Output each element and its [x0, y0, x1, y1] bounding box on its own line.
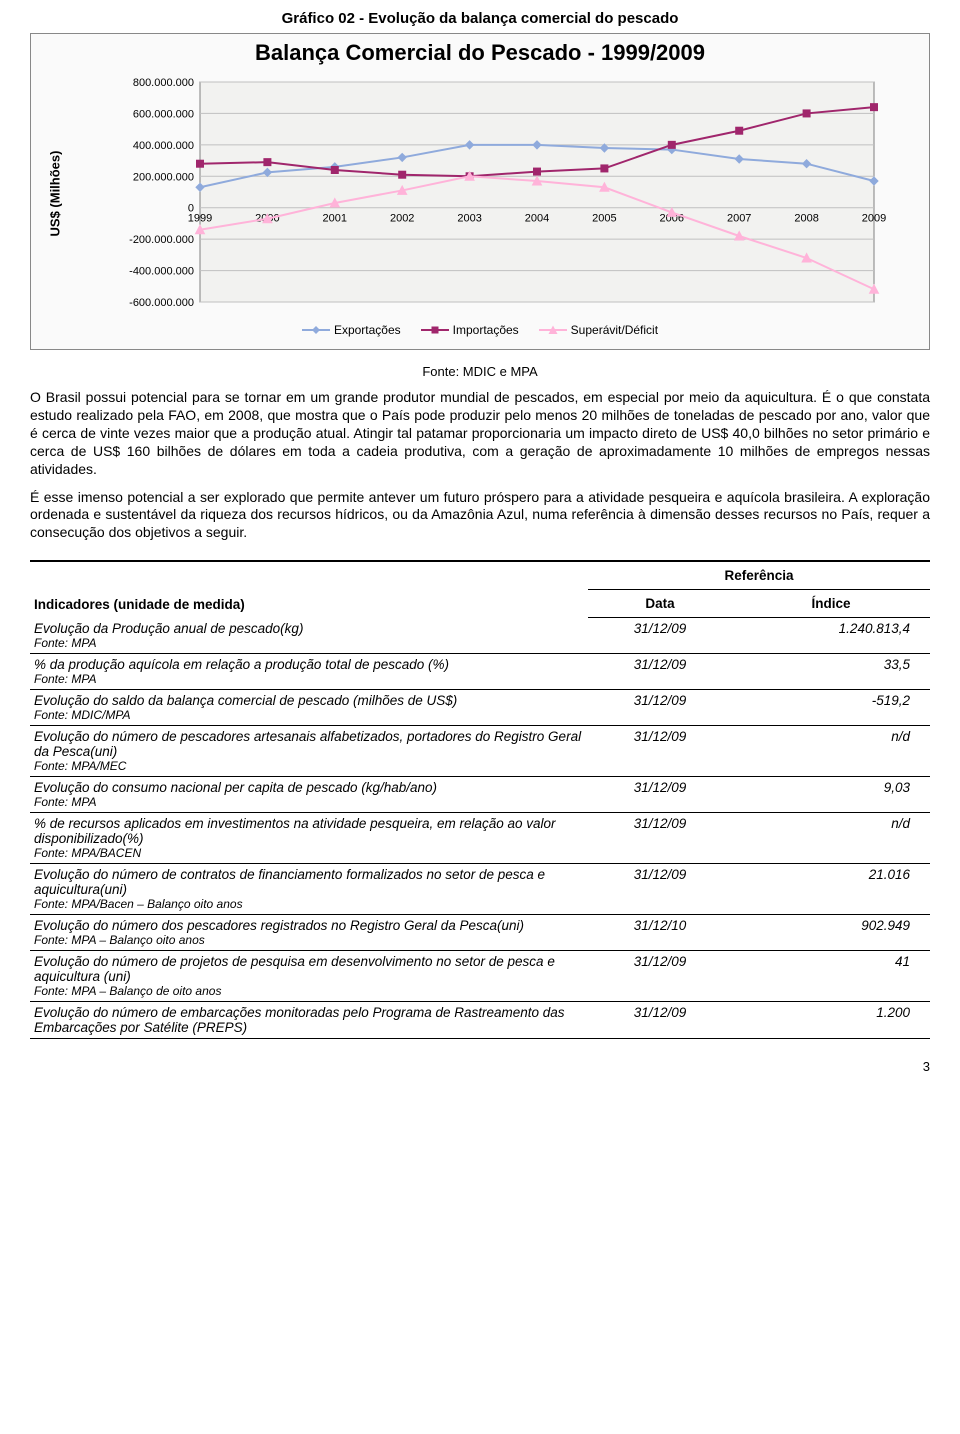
cell-desc: Evolução do número de contratos de finan…	[30, 863, 588, 914]
cell-index: 21.016	[732, 863, 930, 914]
table-row: Evolução do número de embarcações monito…	[30, 1001, 930, 1038]
cell-date: 31/12/09	[588, 653, 732, 689]
legend-item-superavit: Superávit/Déficit	[539, 323, 658, 337]
svg-text:2005: 2005	[592, 213, 616, 225]
chart-ylabel: US$ (Milhões)	[48, 151, 63, 237]
svg-text:2003: 2003	[457, 213, 481, 225]
cell-index: 33,5	[732, 653, 930, 689]
cell-desc: Evolução do número dos pescadores regist…	[30, 914, 588, 950]
cell-date: 31/12/09	[588, 812, 732, 863]
chart-title: Balança Comercial do Pescado - 1999/2009	[41, 40, 919, 66]
table-row: Evolução do saldo da balança comercial d…	[30, 689, 930, 725]
table-row: Evolução do consumo nacional per capita …	[30, 776, 930, 812]
legend-item-importacoes: Importações	[421, 323, 519, 337]
chart-plot: 800.000.000 600.000.000 400.000.000 200.000…	[69, 72, 919, 315]
table-row: Evolução do número de projetos de pesqui…	[30, 950, 930, 1001]
th-referencia: Referência	[588, 562, 930, 590]
cell-date: 31/12/09	[588, 725, 732, 776]
cell-desc: Evolução do número de embarcações monito…	[30, 1001, 588, 1038]
table-row: Evolução do número de pescadores artesan…	[30, 725, 930, 776]
table-row: Evolução do número de contratos de finan…	[30, 863, 930, 914]
th-data: Data	[588, 590, 732, 618]
svg-text:2004: 2004	[525, 213, 549, 225]
th-indice: Índice	[732, 590, 930, 618]
svg-text:2007: 2007	[727, 213, 751, 225]
chart-ylabel-wrap: US$ (Milhões)	[41, 72, 69, 315]
svg-text:2008: 2008	[794, 213, 818, 225]
cell-date: 31/12/09	[588, 776, 732, 812]
cell-index: n/d	[732, 812, 930, 863]
cell-date: 31/12/09	[588, 950, 732, 1001]
cell-date: 31/12/09	[588, 618, 732, 654]
chart-svg: 800.000.000 600.000.000 400.000.000 200.000…	[69, 72, 919, 312]
cell-desc: Evolução do número de pescadores artesan…	[30, 725, 588, 776]
page-number: 3	[30, 1059, 930, 1074]
svg-text:200.000.000: 200.000.000	[133, 171, 194, 183]
cell-date: 31/12/09	[588, 863, 732, 914]
cell-index: -519,2	[732, 689, 930, 725]
chart-source: Fonte: MDIC e MPA	[30, 364, 930, 379]
svg-text:-600.000.000: -600.000.000	[129, 297, 194, 309]
cell-desc: Evolução da Produção anual de pescado(kg…	[30, 618, 588, 654]
chart-super-title: Gráfico 02 - Evolução da balança comerci…	[30, 10, 930, 27]
svg-text:400.000.000: 400.000.000	[133, 140, 194, 152]
table-row: % de recursos aplicados em investimentos…	[30, 812, 930, 863]
legend-item-exportacoes: Exportações	[302, 323, 401, 337]
svg-text:1999: 1999	[188, 213, 212, 225]
cell-desc: % da produção aquícola em relação a prod…	[30, 653, 588, 689]
cell-index: 1.200	[732, 1001, 930, 1038]
cell-desc: Evolução do saldo da balança comercial d…	[30, 689, 588, 725]
cell-desc: % de recursos aplicados em investimentos…	[30, 812, 588, 863]
svg-text:2009: 2009	[862, 213, 886, 225]
svg-text:600.000.000: 600.000.000	[133, 108, 194, 120]
indicators-table: Indicadores (unidade de medida) Referênc…	[30, 562, 930, 1039]
svg-text:2001: 2001	[323, 213, 347, 225]
table-row: % da produção aquícola em relação a prod…	[30, 653, 930, 689]
chart-container: Balança Comercial do Pescado - 1999/2009…	[30, 33, 930, 350]
th-indicadores: Indicadores (unidade de medida)	[30, 562, 588, 618]
cell-date: 31/12/09	[588, 1001, 732, 1038]
cell-index: 1.240.813,4	[732, 618, 930, 654]
body-paragraph-2: É esse imenso potencial a ser explorado …	[30, 489, 930, 543]
table-row: Evolução do número dos pescadores regist…	[30, 914, 930, 950]
cell-index: 41	[732, 950, 930, 1001]
cell-date: 31/12/09	[588, 689, 732, 725]
body-paragraph-1: O Brasil possui potencial para se tornar…	[30, 389, 930, 479]
cell-desc: Evolução do consumo nacional per capita …	[30, 776, 588, 812]
cell-index: 902.949	[732, 914, 930, 950]
svg-text:-400.000.000: -400.000.000	[129, 266, 194, 278]
table-row: Evolução da Produção anual de pescado(kg…	[30, 618, 930, 654]
chart-legend: Exportações Importações Superávit/Déficit	[41, 323, 919, 339]
svg-text:2002: 2002	[390, 213, 414, 225]
cell-desc: Evolução do número de projetos de pesqui…	[30, 950, 588, 1001]
cell-index: n/d	[732, 725, 930, 776]
cell-date: 31/12/10	[588, 914, 732, 950]
cell-index: 9,03	[732, 776, 930, 812]
svg-text:-200.000.000: -200.000.000	[129, 234, 194, 246]
svg-text:800.000.000: 800.000.000	[133, 77, 194, 89]
